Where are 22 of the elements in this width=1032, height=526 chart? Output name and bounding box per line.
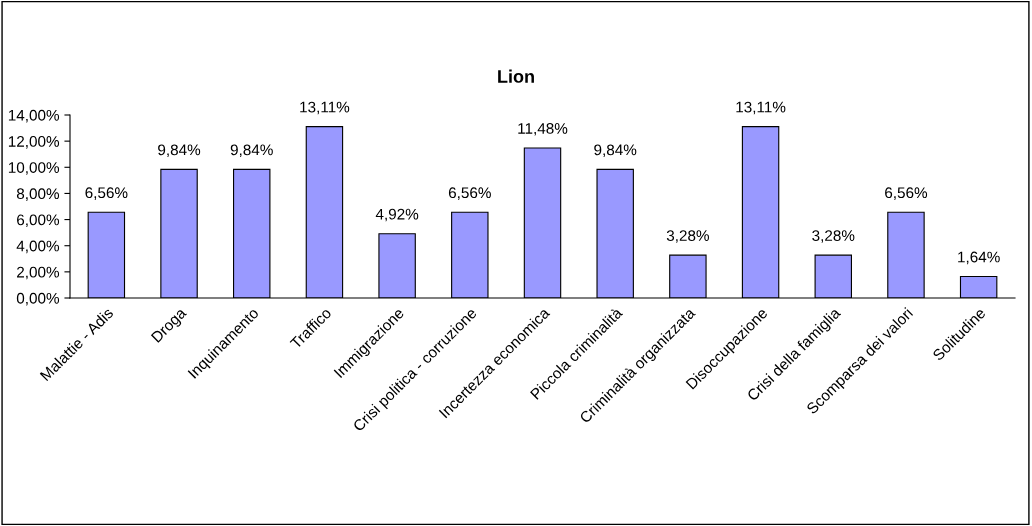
data-label: 13,11%: [736, 101, 786, 115]
data-label: 13,11%: [300, 101, 350, 115]
y-tick-label: 8,00%: [16, 188, 60, 201]
data-label: 3,28%: [666, 230, 709, 243]
chart-title: Lion: [498, 69, 534, 83]
data-label: 9,84%: [158, 144, 201, 158]
y-tick-label: 4,00%: [16, 240, 60, 254]
y-tick-label: 0,00%: [16, 292, 60, 306]
data-label: 4,92%: [375, 208, 419, 222]
data-label: 6,56%: [448, 187, 491, 200]
data-label: 6,56%: [85, 187, 128, 200]
y-tick-label: 12,00%: [8, 136, 60, 149]
y-tick-label: 14,00%: [8, 109, 60, 123]
y-tick-label: 10,00%: [8, 162, 60, 175]
y-tick-label: 6,00%: [17, 214, 60, 228]
data-label: 11,48%: [518, 122, 568, 136]
y-tick-label: 2,00%: [17, 266, 60, 280]
data-label: 6,56%: [885, 187, 928, 200]
data-label: 3,28%: [812, 230, 855, 243]
data-label: 9,84%: [594, 144, 637, 158]
data-label: 9,84%: [230, 144, 273, 158]
data-label: 1,64%: [958, 251, 1000, 265]
